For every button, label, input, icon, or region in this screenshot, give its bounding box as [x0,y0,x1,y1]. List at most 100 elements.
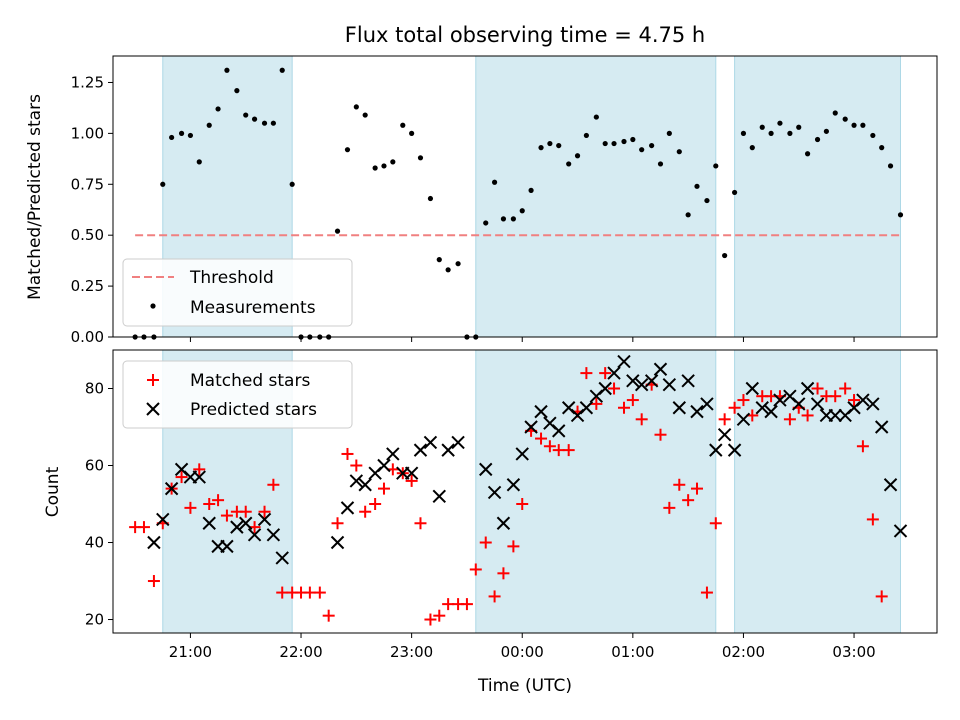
measurement-point [436,257,442,263]
measurement-point [870,132,876,139]
measurement-point [289,181,295,187]
measurements-group [132,67,904,340]
y-tick-label: 0.50 [71,226,104,244]
top-legend: Threshold Measurements [122,258,353,327]
measurements-series [132,67,904,340]
measurement-point [887,163,894,169]
matched-point [377,482,390,495]
measurement-point [611,140,617,147]
measurement-point [713,163,719,169]
x-tick-label: 23:00 [390,643,433,661]
predicted-point [579,401,594,415]
matched-point [718,413,731,426]
predicted-point [330,535,345,550]
measurement-point [547,140,553,147]
matched-point [193,463,206,476]
matched-legend-label: Matched stars [190,371,310,391]
matched-point [267,478,280,491]
matched-point [369,498,382,511]
predicted-point [358,478,372,492]
matched-point [709,517,722,530]
matched-point [700,586,713,599]
measurement-point [722,252,728,259]
measurement-point [574,153,581,159]
measurement-point [768,130,774,136]
predicted-legend-marker [146,402,160,416]
predicted-point [230,520,244,534]
matched-point [239,505,252,518]
matched-point [258,505,271,518]
predicted-point [755,401,769,415]
predicted-point [800,381,815,396]
axes-frame [112,349,938,634]
predicted-point [626,374,640,388]
measurement-point [851,122,857,128]
matched-point [424,613,437,626]
bottom-legend-box [122,360,353,429]
matched-point [220,509,233,522]
predicted-point [147,535,161,550]
measurement-point [427,195,434,202]
predicted-point [773,393,787,407]
predicted-point [266,528,281,542]
predicted-point [404,466,419,480]
matched-point [839,382,852,395]
matched-point [875,590,888,603]
matched-point [829,390,842,403]
matched-legend-marker [147,374,159,386]
matched-point [460,598,473,611]
matched-point [654,428,667,441]
matched-point [175,471,188,484]
measurement-point [777,120,783,126]
matched-point [801,409,814,422]
top-legend-box [122,258,353,327]
measurement-point [372,165,378,171]
predicted-point [192,470,206,484]
predicted-point [727,443,742,457]
measurement-point [602,140,608,147]
x-tick-label: 01:00 [611,643,654,661]
measurement-point [796,124,802,130]
predicted-legend-label: Predicted stars [190,400,317,420]
measurement-point [860,122,866,128]
matched-point [673,478,686,491]
measurement-point [344,147,351,153]
bottom-y-axis-label: Count [43,466,63,517]
measurement-point [759,124,765,130]
y-tick-label: 20 [85,611,104,629]
predicted-point [662,377,677,392]
matched-point [405,474,418,487]
predicted-point [534,404,548,419]
predicted-point [690,404,704,419]
matched-point [608,382,621,395]
measurement-point [740,130,747,136]
measurement-point [528,187,534,193]
matched-point [682,494,695,507]
predicted-point [506,478,521,492]
measurement-point [556,142,562,149]
matched-point [599,367,612,380]
measurement-point [639,147,645,153]
measurement-point [409,130,415,136]
measurement-point [804,151,811,157]
measurement-point [234,88,240,94]
x-tick-label: 02:00 [722,643,765,661]
predicted-point [202,516,216,530]
chart-title: Flux total observing time = 4.75 h [345,23,705,47]
matched-point [341,447,354,460]
matched-point [626,394,639,407]
measurement-point [141,334,147,340]
predicted-point [524,420,538,434]
predicted-point [423,435,438,450]
matched-point [562,444,575,457]
measurement-point [307,334,313,340]
matched-point [469,563,482,576]
matched-point [147,575,160,588]
predicted-point [709,443,723,457]
matched-point [535,432,548,445]
matched-point [137,521,150,534]
predicted-point [672,401,686,415]
measurement-point [483,220,489,226]
predicted-point [349,474,364,488]
